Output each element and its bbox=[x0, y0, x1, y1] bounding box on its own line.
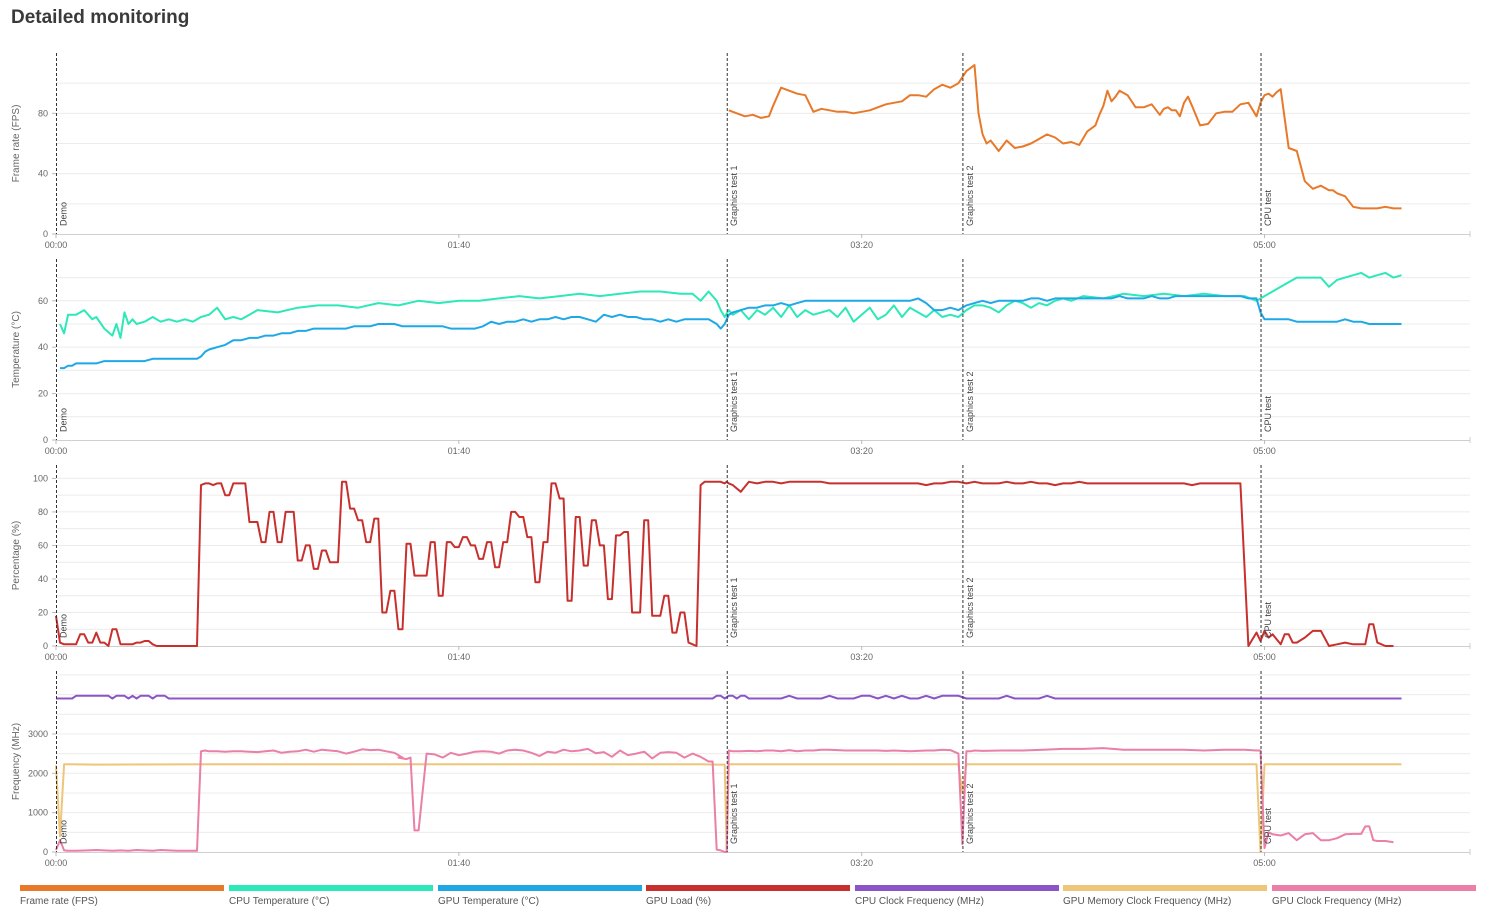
x-tick-label: 00:00 bbox=[45, 240, 68, 250]
marker-label-graphics-test-1: Graphics test 1 bbox=[729, 783, 739, 844]
y-tick-label: 100 bbox=[33, 473, 48, 483]
y-tick-label: 60 bbox=[38, 540, 48, 550]
legend-item-gpu-memory-clock[interactable]: GPU Memory Clock Frequency (MHz) bbox=[1063, 885, 1267, 907]
marker-label-graphics-test-2: Graphics test 2 bbox=[965, 577, 975, 638]
y-tick-label: 3000 bbox=[28, 729, 48, 739]
legend-swatch-gpu-temperature bbox=[438, 885, 642, 891]
x-tick-label: 01:40 bbox=[448, 446, 471, 456]
marker-label-demo: Demo bbox=[59, 820, 69, 844]
legend-item-gpu-clock[interactable]: GPU Clock Frequency (MHz) bbox=[1272, 885, 1476, 907]
x-tick-label: 03:20 bbox=[850, 446, 873, 456]
y-axis-label: Temperature (°C) bbox=[11, 311, 22, 388]
marker-label-cpu-test: CPU test bbox=[1263, 395, 1273, 432]
x-tick-label: 05:00 bbox=[1253, 240, 1276, 250]
y-tick-label: 0 bbox=[43, 641, 48, 651]
marker-label-cpu-test: CPU test bbox=[1263, 807, 1273, 844]
legend-swatch-gpu-memory-clock bbox=[1063, 885, 1267, 891]
y-tick-label: 80 bbox=[38, 108, 48, 118]
y-axis-label: Frame rate (FPS) bbox=[11, 105, 22, 183]
legend-item-cpu-temperature[interactable]: CPU Temperature (°C) bbox=[229, 885, 433, 907]
marker-label-graphics-test-1: Graphics test 1 bbox=[729, 165, 739, 226]
legend-label-gpu-temperature: GPU Temperature (°C) bbox=[438, 896, 540, 907]
legend-item-frame-rate[interactable]: Frame rate (FPS) bbox=[20, 885, 224, 907]
y-axis-label: Frequency (MHz) bbox=[11, 723, 22, 800]
legend-item-cpu-clock[interactable]: CPU Clock Frequency (MHz) bbox=[855, 885, 1059, 907]
series-line-gpu-temperature-c bbox=[60, 295, 1402, 370]
x-tick-label: 00:00 bbox=[45, 652, 68, 662]
legend-label-cpu-temperature: CPU Temperature (°C) bbox=[229, 896, 330, 907]
y-tick-label: 40 bbox=[38, 342, 48, 352]
marker-label-demo: Demo bbox=[59, 202, 69, 226]
y-tick-label: 40 bbox=[38, 574, 48, 584]
legend-swatch-frame-rate bbox=[20, 885, 224, 891]
series-line-frame-rate-fps bbox=[728, 64, 1402, 210]
series-line-gpu-memory-clock-frequency-mhz bbox=[55, 763, 1402, 853]
y-tick-label: 1000 bbox=[28, 808, 48, 818]
x-tick-label: 03:20 bbox=[850, 240, 873, 250]
y-tick-label: 2000 bbox=[28, 768, 48, 778]
y-tick-label: 20 bbox=[38, 607, 48, 617]
y-axis-label: Percentage (%) bbox=[11, 521, 22, 590]
marker-label-graphics-test-1: Graphics test 1 bbox=[729, 371, 739, 432]
legend-label-frame-rate: Frame rate (FPS) bbox=[20, 896, 98, 907]
legend-label-cpu-clock: CPU Clock Frequency (MHz) bbox=[855, 896, 984, 907]
x-tick-label: 05:00 bbox=[1253, 652, 1276, 662]
x-tick-label: 03:20 bbox=[850, 858, 873, 868]
legend-label-gpu-clock: GPU Clock Frequency (MHz) bbox=[1272, 896, 1402, 907]
legend-item-gpu-temperature[interactable]: GPU Temperature (°C) bbox=[438, 885, 642, 907]
x-tick-label: 01:40 bbox=[448, 652, 471, 662]
legend-label-gpu-memory-clock: GPU Memory Clock Frequency (MHz) bbox=[1063, 896, 1232, 907]
marker-label-demo: Demo bbox=[59, 614, 69, 638]
legend-swatch-cpu-temperature bbox=[229, 885, 433, 891]
legend-item-gpu-load[interactable]: GPU Load (%) bbox=[646, 885, 850, 907]
marker-label-demo: Demo bbox=[59, 408, 69, 432]
series-line-gpu-load bbox=[55, 480, 1394, 647]
legend-swatch-cpu-clock bbox=[855, 885, 1059, 891]
marker-label-cpu-test: CPU test bbox=[1263, 601, 1273, 638]
marker-label-graphics-test-2: Graphics test 2 bbox=[965, 371, 975, 432]
marker-label-graphics-test-1: Graphics test 1 bbox=[729, 577, 739, 638]
chart-panel-2: 0 20 40 60 Temperature (°C) 00:00 01:40 03:20 05… bbox=[11, 259, 1471, 456]
x-tick-label: 05:00 bbox=[1253, 446, 1276, 456]
series-line-gpu-clock-frequency-mhz bbox=[55, 747, 1394, 853]
y-tick-label: 20 bbox=[38, 389, 48, 399]
chart-panel-4: 0 1000 2000 3000 Frequency (MHz) 00:00 01:40 03… bbox=[11, 671, 1471, 868]
legend-swatch-gpu-load bbox=[646, 885, 850, 891]
y-tick-label: 80 bbox=[38, 507, 48, 517]
y-tick-label: 60 bbox=[38, 296, 48, 306]
legend-label-gpu-load: GPU Load (%) bbox=[646, 896, 712, 907]
x-tick-label: 03:20 bbox=[850, 652, 873, 662]
x-tick-label: 00:00 bbox=[45, 858, 68, 868]
series-line-cpu-temperature-c bbox=[59, 271, 1402, 339]
chart-panel-1: 0 40 80 Frame rate (FPS) 00:00 01:40 03:20 05:0… bbox=[11, 53, 1471, 250]
x-tick-label: 00:00 bbox=[45, 446, 68, 456]
marker-label-graphics-test-2: Graphics test 2 bbox=[965, 165, 975, 226]
detailed-monitoring-charts: 0 40 80 Frame rate (FPS) 00:00 01:40 03:20 05:0… bbox=[11, 53, 1471, 868]
chart-legend: Frame rate (FPS) CPU Temperature (°C) GP… bbox=[20, 885, 1481, 911]
x-tick-label: 05:00 bbox=[1253, 858, 1276, 868]
y-tick-label: 0 bbox=[43, 847, 48, 857]
marker-label-graphics-test-2: Graphics test 2 bbox=[965, 783, 975, 844]
x-tick-label: 01:40 bbox=[448, 240, 471, 250]
marker-label-cpu-test: CPU test bbox=[1263, 189, 1273, 226]
series-line-cpu-clock-frequency-mhz bbox=[56, 694, 1402, 700]
legend-swatch-gpu-clock bbox=[1272, 885, 1476, 891]
page-title: Detailed monitoring bbox=[11, 7, 190, 28]
y-tick-label: 40 bbox=[38, 169, 48, 179]
chart-panel-3: 0 20 40 60 80 100 Percentage (%) 00:00 01:40 03:2… bbox=[11, 465, 1471, 662]
y-tick-label: 0 bbox=[43, 435, 48, 445]
y-tick-label: 0 bbox=[43, 229, 48, 239]
x-tick-label: 01:40 bbox=[448, 858, 471, 868]
